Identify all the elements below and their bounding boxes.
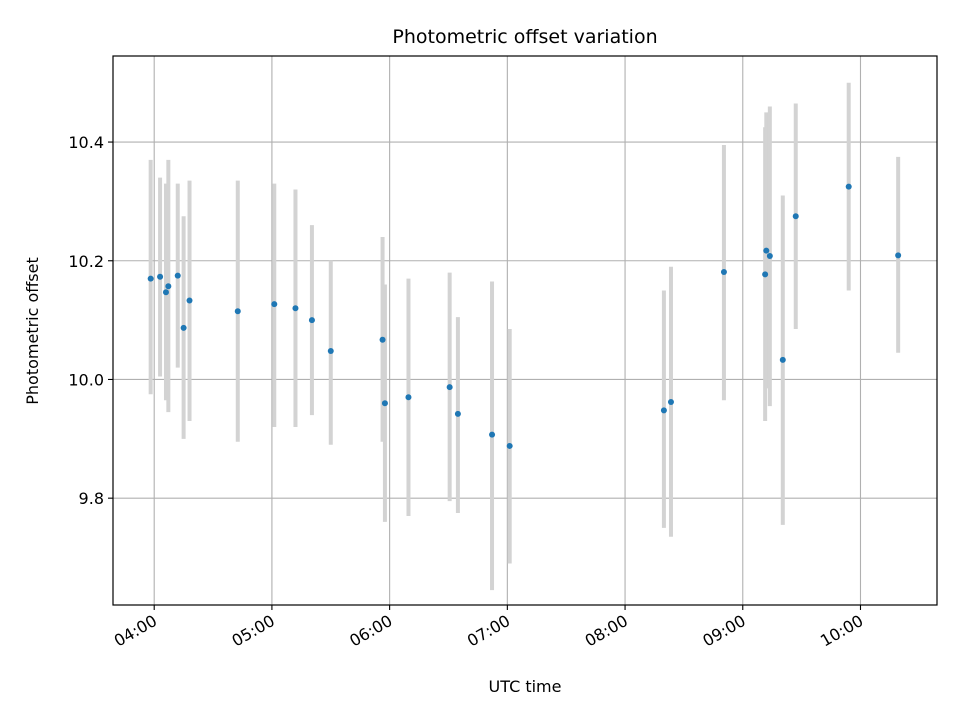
data-point xyxy=(895,252,902,259)
data-point xyxy=(720,269,727,276)
chart-title: Photometric offset variation xyxy=(392,26,657,48)
data-point xyxy=(779,356,786,363)
y-axis: 9.8 10.0 10.2 10.4 xyxy=(68,133,113,508)
data-point xyxy=(162,289,169,296)
data-point xyxy=(381,400,388,407)
data-point xyxy=(405,394,412,401)
data-point xyxy=(489,431,496,438)
data-point xyxy=(446,384,453,391)
plot-frame xyxy=(112,55,938,606)
data-point xyxy=(180,324,187,331)
y-tick-label: 10.2 xyxy=(68,252,104,271)
data-point xyxy=(308,317,315,324)
data-point xyxy=(454,410,461,417)
y-axis-label: Photometric offset xyxy=(23,257,42,405)
data-point xyxy=(292,305,299,312)
data-points xyxy=(147,183,902,449)
data-point xyxy=(845,183,852,190)
data-point xyxy=(792,213,799,220)
data-point xyxy=(762,271,769,278)
data-point xyxy=(271,301,278,308)
data-point xyxy=(147,275,154,282)
grid xyxy=(113,56,937,605)
data-point xyxy=(766,253,773,260)
data-point xyxy=(157,273,164,280)
data-point xyxy=(667,399,674,406)
data-point xyxy=(379,336,386,343)
y-tick-label: 9.8 xyxy=(79,489,104,508)
data-point xyxy=(660,407,667,414)
data-point xyxy=(174,272,181,279)
data-point xyxy=(327,347,334,354)
data-point xyxy=(763,247,770,254)
data-point xyxy=(506,442,513,449)
data-point xyxy=(165,283,172,290)
x-axis-label: UTC time xyxy=(489,677,562,696)
y-tick-label: 10.4 xyxy=(68,133,104,152)
y-tick-label: 10.0 xyxy=(68,370,104,389)
data-point xyxy=(234,308,241,315)
data-point xyxy=(186,297,193,304)
